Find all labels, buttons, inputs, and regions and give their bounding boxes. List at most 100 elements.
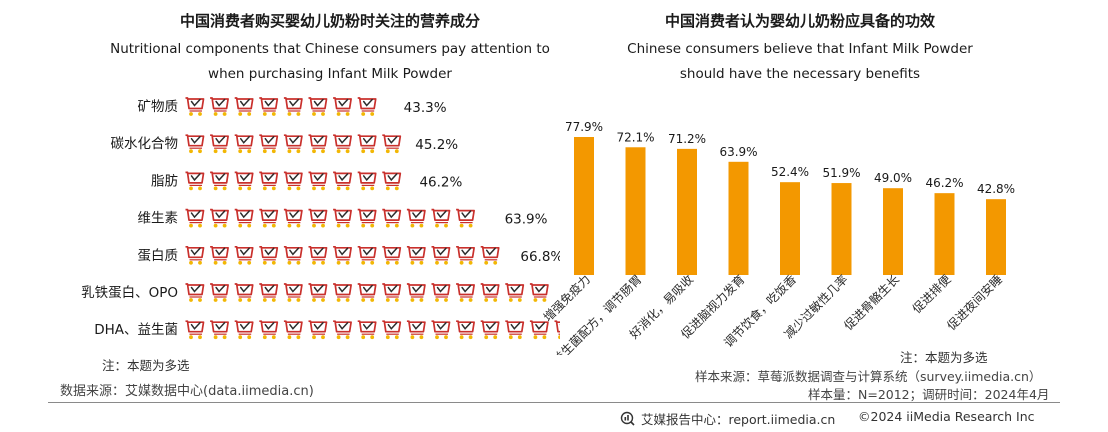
left-source: 数据来源：艾媒数据中心(data.iimedia.cn) [60,384,314,399]
shopping-cart-icon [430,283,451,303]
shopping-cart-icon [430,320,451,340]
category-label: 脂肪 [151,173,178,189]
pictograph-row: 脂肪 46.2% [151,171,462,192]
bar-value-label: 77.9% [565,120,603,134]
category-label: 维生素 [138,211,179,227]
shopping-cart-icon [406,283,426,303]
bar [831,183,852,275]
shopping-cart-icon [356,171,377,192]
shopping-cart-icon [307,208,328,229]
shopping-cart-icon [233,171,254,192]
shopping-cart-icon [233,97,254,117]
shopping-cart-icon [283,245,303,266]
bar-value-label: 63.9% [719,145,757,159]
shopping-cart-icon [209,134,229,154]
category-label: DHA、益生菌 [94,322,178,338]
shopping-cart-icon [406,208,426,229]
shopping-cart-icon [258,134,279,154]
bar-value-label: 46.2% [925,176,963,190]
category-label: 促进排便 [910,272,954,316]
shopping-cart-icon [381,245,402,266]
shopping-cart-icon [356,283,377,303]
footer-divider [48,402,1060,403]
footer-report: 艾媒报告中心：report.iimedia.cn [620,409,835,428]
shopping-cart-icon [332,208,352,229]
right-note: 注：本题为多选 [900,350,988,365]
shopping-cart-icon [381,283,402,303]
bar [625,147,646,275]
shopping-cart-icon [307,320,328,340]
left-note: 注：本题为多选 [102,358,190,373]
shopping-cart-icon [233,245,254,266]
shopping-cart-icon [283,208,303,229]
shopping-cart-icon [332,134,352,154]
bar [728,161,749,275]
shopping-cart-icon [307,171,328,192]
bar-value-label: 52.4% [771,165,809,179]
shopping-cart-icon [258,97,279,117]
pictograph-row: 乳铁蛋白、OPO77.4% [81,283,560,303]
pictograph-row: 维生素 63.9% [138,208,548,229]
value-label: 63.9% [505,212,548,228]
pictograph-row: 矿物质 43.3% [138,97,447,117]
shopping-cart-icon [455,320,475,340]
bar [986,199,1006,275]
shopping-cart-icon [332,283,352,303]
shopping-cart-icon [307,97,328,117]
shopping-cart-icon [381,134,402,154]
shopping-cart-icon [209,283,229,303]
shopping-cart-icon [307,283,328,303]
shopping-cart-icon [209,97,229,117]
right-chart-title: 中国消费者认为婴幼儿奶粉应具备的功效 [664,12,935,30]
bar [677,148,697,275]
shopping-cart-icon [258,171,279,192]
value-label: 66.8% [520,249,560,265]
value-label: 45.2% [415,137,458,153]
shopping-cart-icon [209,171,229,192]
shopping-cart-icon [455,208,475,229]
category-label: 碳水化合物 [111,136,179,152]
shopping-cart-icon [356,97,377,117]
shopping-cart-icon [184,171,205,192]
right-bar-chart: 77.9%增强免疫力72.1%益生菌配方，调节肠胃71.2%好消化，易吸收63.… [540,120,1015,355]
shopping-cart-icon [283,134,303,154]
right-chart-subtitle-line1: Chinese consumers believe that Infant Mi… [627,41,973,57]
shopping-cart-icon [381,208,402,229]
value-label: 46.2% [419,174,462,190]
bar-value-label: 71.2% [668,132,706,146]
shopping-cart-icon [332,97,352,117]
left-chart-title: 中国消费者购买婴幼儿奶粉时关注的营养成分 [179,12,480,30]
shopping-cart-icon [184,245,205,266]
shopping-cart-icon [406,320,426,340]
shopping-cart-icon [406,245,426,266]
bar-value-label: 42.8% [977,182,1015,196]
footer-report-text: 艾媒报告中心：report.iimedia.cn [641,412,836,427]
shopping-cart-icon [283,97,303,117]
shopping-cart-icon [184,320,205,340]
shopping-cart-icon [283,320,303,340]
shopping-cart-icon [307,245,328,266]
shopping-cart-icon [332,320,352,340]
shopping-cart-icon [233,134,254,154]
shopping-cart-icon [184,208,205,229]
shopping-cart-icon [479,320,500,340]
right-source: 样本来源：草莓派数据调查与计算系统（survey.iimedia.cn） [695,369,1042,384]
shopping-cart-icon [504,320,525,340]
bar-value-label: 51.9% [822,166,860,180]
shopping-cart-icon [184,134,205,154]
bar-value-label: 49.0% [874,171,912,185]
shopping-cart-icon [356,245,377,266]
category-label: 乳铁蛋白、OPO [81,285,178,301]
shopping-cart-icon [479,283,500,303]
bar-value-label: 72.1% [616,130,654,144]
category-label: 益生菌配方，调节肠胃 [549,272,644,355]
left-chart-subtitle-line1: Nutritional components that Chinese cons… [110,41,550,57]
shopping-cart-icon [184,283,205,303]
shopping-cart-icon [356,320,377,340]
shopping-cart-icon [283,171,303,192]
pictograph-row: 蛋白质 66.8% [138,245,560,266]
shopping-cart-icon [233,283,254,303]
shopping-cart-icon [258,208,279,229]
shopping-cart-icon [258,245,279,266]
category-label: 增强免疫力 [540,272,593,325]
